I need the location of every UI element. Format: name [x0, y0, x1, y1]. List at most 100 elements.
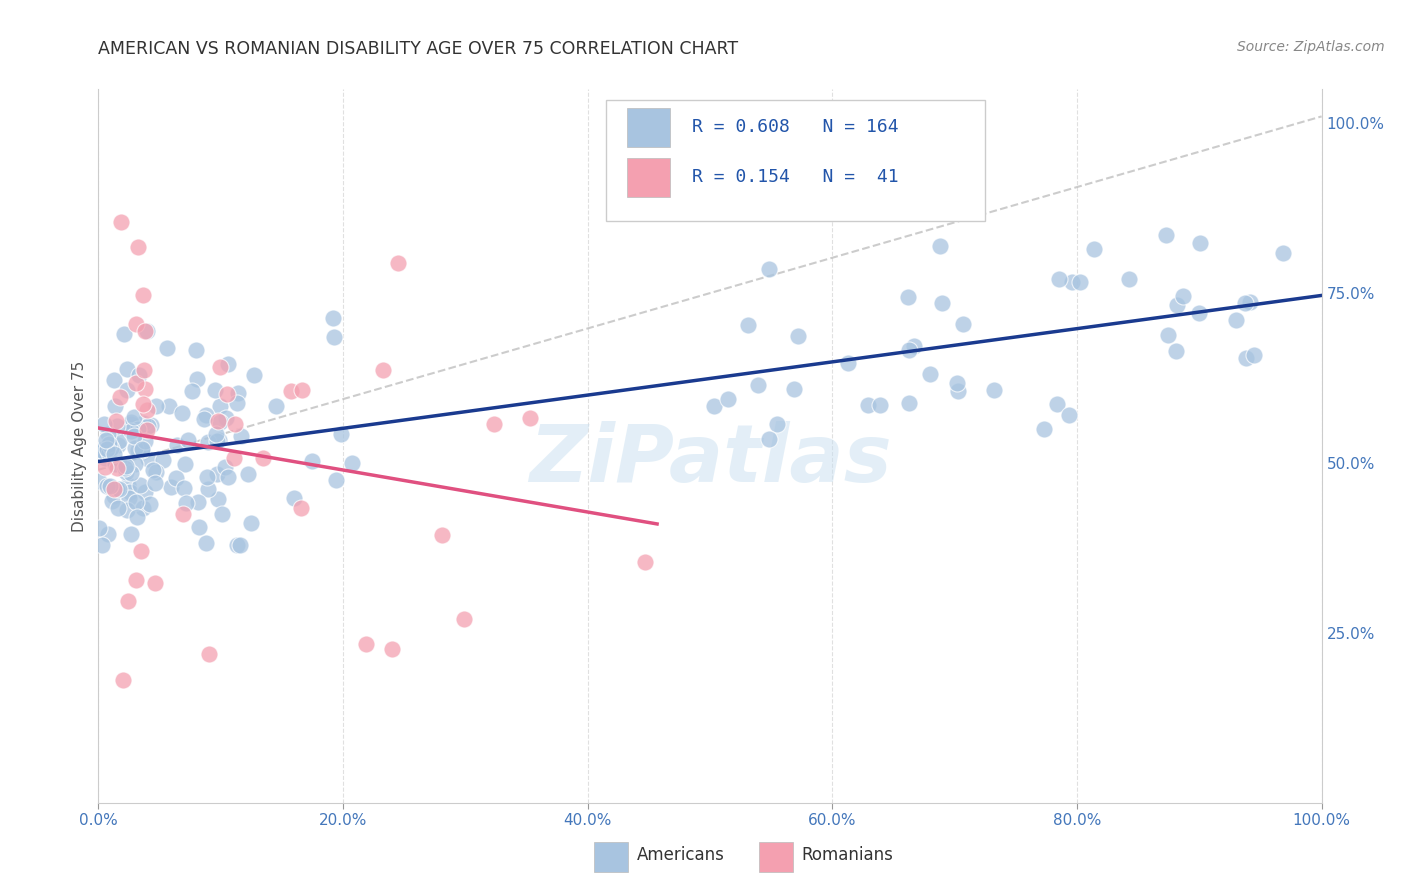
Point	[136, 419, 159, 434]
Point	[373, 363, 395, 377]
Point	[132, 396, 155, 410]
Point	[172, 507, 194, 521]
Point	[224, 417, 246, 431]
Point	[283, 491, 305, 505]
Point	[194, 409, 217, 423]
Point	[205, 434, 228, 449]
Point	[145, 399, 167, 413]
Point	[381, 642, 404, 657]
Point	[100, 441, 122, 455]
Point	[120, 527, 142, 541]
Point	[125, 376, 148, 391]
Point	[703, 399, 725, 413]
Point	[519, 410, 541, 425]
Text: Romanians: Romanians	[801, 846, 894, 863]
Point	[104, 457, 127, 471]
Point	[252, 450, 274, 465]
FancyBboxPatch shape	[593, 842, 628, 872]
Point	[187, 520, 209, 534]
Point	[783, 382, 806, 396]
Point	[1171, 289, 1194, 303]
Point	[115, 361, 138, 376]
Point	[91, 444, 114, 458]
Point	[105, 482, 128, 496]
Point	[209, 359, 232, 374]
Point	[918, 368, 941, 382]
Point	[1243, 348, 1265, 362]
Point	[128, 368, 150, 382]
Point	[138, 451, 160, 466]
Point	[197, 434, 219, 449]
Point	[132, 416, 155, 430]
Point	[103, 482, 125, 496]
Point	[897, 343, 920, 357]
Point	[229, 537, 252, 551]
Point	[131, 442, 153, 457]
Point	[143, 476, 166, 491]
Point	[120, 417, 142, 431]
Point	[135, 424, 157, 438]
Point	[301, 453, 323, 467]
Point	[737, 318, 759, 332]
FancyBboxPatch shape	[759, 842, 793, 872]
Point	[387, 256, 409, 270]
Point	[94, 450, 117, 465]
Point	[291, 384, 314, 398]
Point	[354, 637, 377, 651]
Point	[115, 384, 138, 398]
Point	[143, 575, 166, 590]
Point	[98, 479, 121, 493]
Point	[215, 387, 238, 401]
Point	[430, 528, 453, 542]
Point	[1047, 271, 1070, 285]
Point	[115, 465, 138, 479]
Point	[1239, 294, 1261, 309]
Point	[225, 537, 247, 551]
Point	[1234, 351, 1257, 366]
Point	[1157, 327, 1180, 342]
Point	[1189, 235, 1212, 250]
Point	[134, 434, 156, 448]
Point	[211, 507, 233, 521]
Point	[124, 441, 146, 455]
Point	[108, 434, 131, 448]
Point	[207, 414, 229, 428]
Point	[156, 341, 179, 355]
Point	[858, 398, 880, 412]
Point	[97, 446, 120, 460]
Point	[127, 239, 149, 253]
Point	[242, 368, 264, 382]
Point	[215, 410, 238, 425]
Point	[105, 419, 128, 434]
Text: Americans: Americans	[637, 846, 724, 863]
Point	[172, 406, 194, 420]
Point	[173, 481, 195, 495]
Point	[208, 415, 231, 429]
Point	[342, 456, 364, 470]
Point	[127, 443, 149, 458]
Point	[280, 384, 302, 399]
Point	[105, 414, 128, 428]
FancyBboxPatch shape	[627, 158, 669, 197]
Point	[217, 470, 239, 484]
Point	[193, 412, 215, 426]
Point	[187, 495, 209, 509]
Point	[107, 483, 129, 497]
Point	[112, 327, 135, 342]
Point	[166, 471, 188, 485]
Point	[105, 460, 128, 475]
Point	[108, 390, 131, 404]
Point	[131, 445, 153, 459]
Point	[1154, 227, 1177, 242]
Point	[110, 215, 132, 229]
Point	[208, 433, 231, 447]
Point	[131, 442, 153, 457]
Point	[747, 377, 769, 392]
Point	[1032, 422, 1054, 436]
Point	[1118, 272, 1140, 286]
Point	[159, 480, 181, 494]
Point	[197, 482, 219, 496]
Point	[103, 489, 125, 503]
Point	[290, 500, 312, 515]
Point	[226, 385, 249, 400]
